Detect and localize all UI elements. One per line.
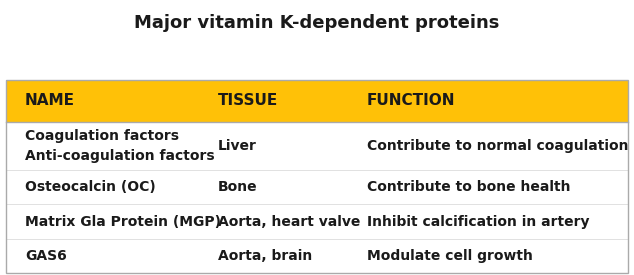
Bar [6, 80, 628, 122]
Text: Bone: Bone [217, 180, 257, 194]
Text: Aorta, heart valve: Aorta, heart valve [217, 214, 360, 229]
Text: Osteocalcin (OC): Osteocalcin (OC) [25, 180, 156, 194]
Text: Major vitamin K-dependent proteins: Major vitamin K-dependent proteins [134, 14, 500, 32]
Text: Contribute to bone health: Contribute to bone health [366, 180, 570, 194]
Text: Matrix Gla Protein (MGP): Matrix Gla Protein (MGP) [25, 214, 221, 229]
Bar [6, 80, 628, 273]
Text: Aorta, brain: Aorta, brain [217, 249, 312, 263]
Text: TISSUE: TISSUE [217, 94, 278, 109]
Text: Modulate cell growth: Modulate cell growth [366, 249, 533, 263]
Text: Inhibit calcification in artery: Inhibit calcification in artery [366, 214, 589, 229]
Text: GAS6: GAS6 [25, 249, 67, 263]
Text: NAME: NAME [25, 94, 75, 109]
Text: Coagulation factors
Anti-coagulation factors: Coagulation factors Anti-coagulation fac… [25, 129, 214, 163]
Text: Liver: Liver [217, 139, 257, 153]
Text: Contribute to normal coagulation: Contribute to normal coagulation [366, 139, 628, 153]
Text: FUNCTION: FUNCTION [366, 94, 455, 109]
